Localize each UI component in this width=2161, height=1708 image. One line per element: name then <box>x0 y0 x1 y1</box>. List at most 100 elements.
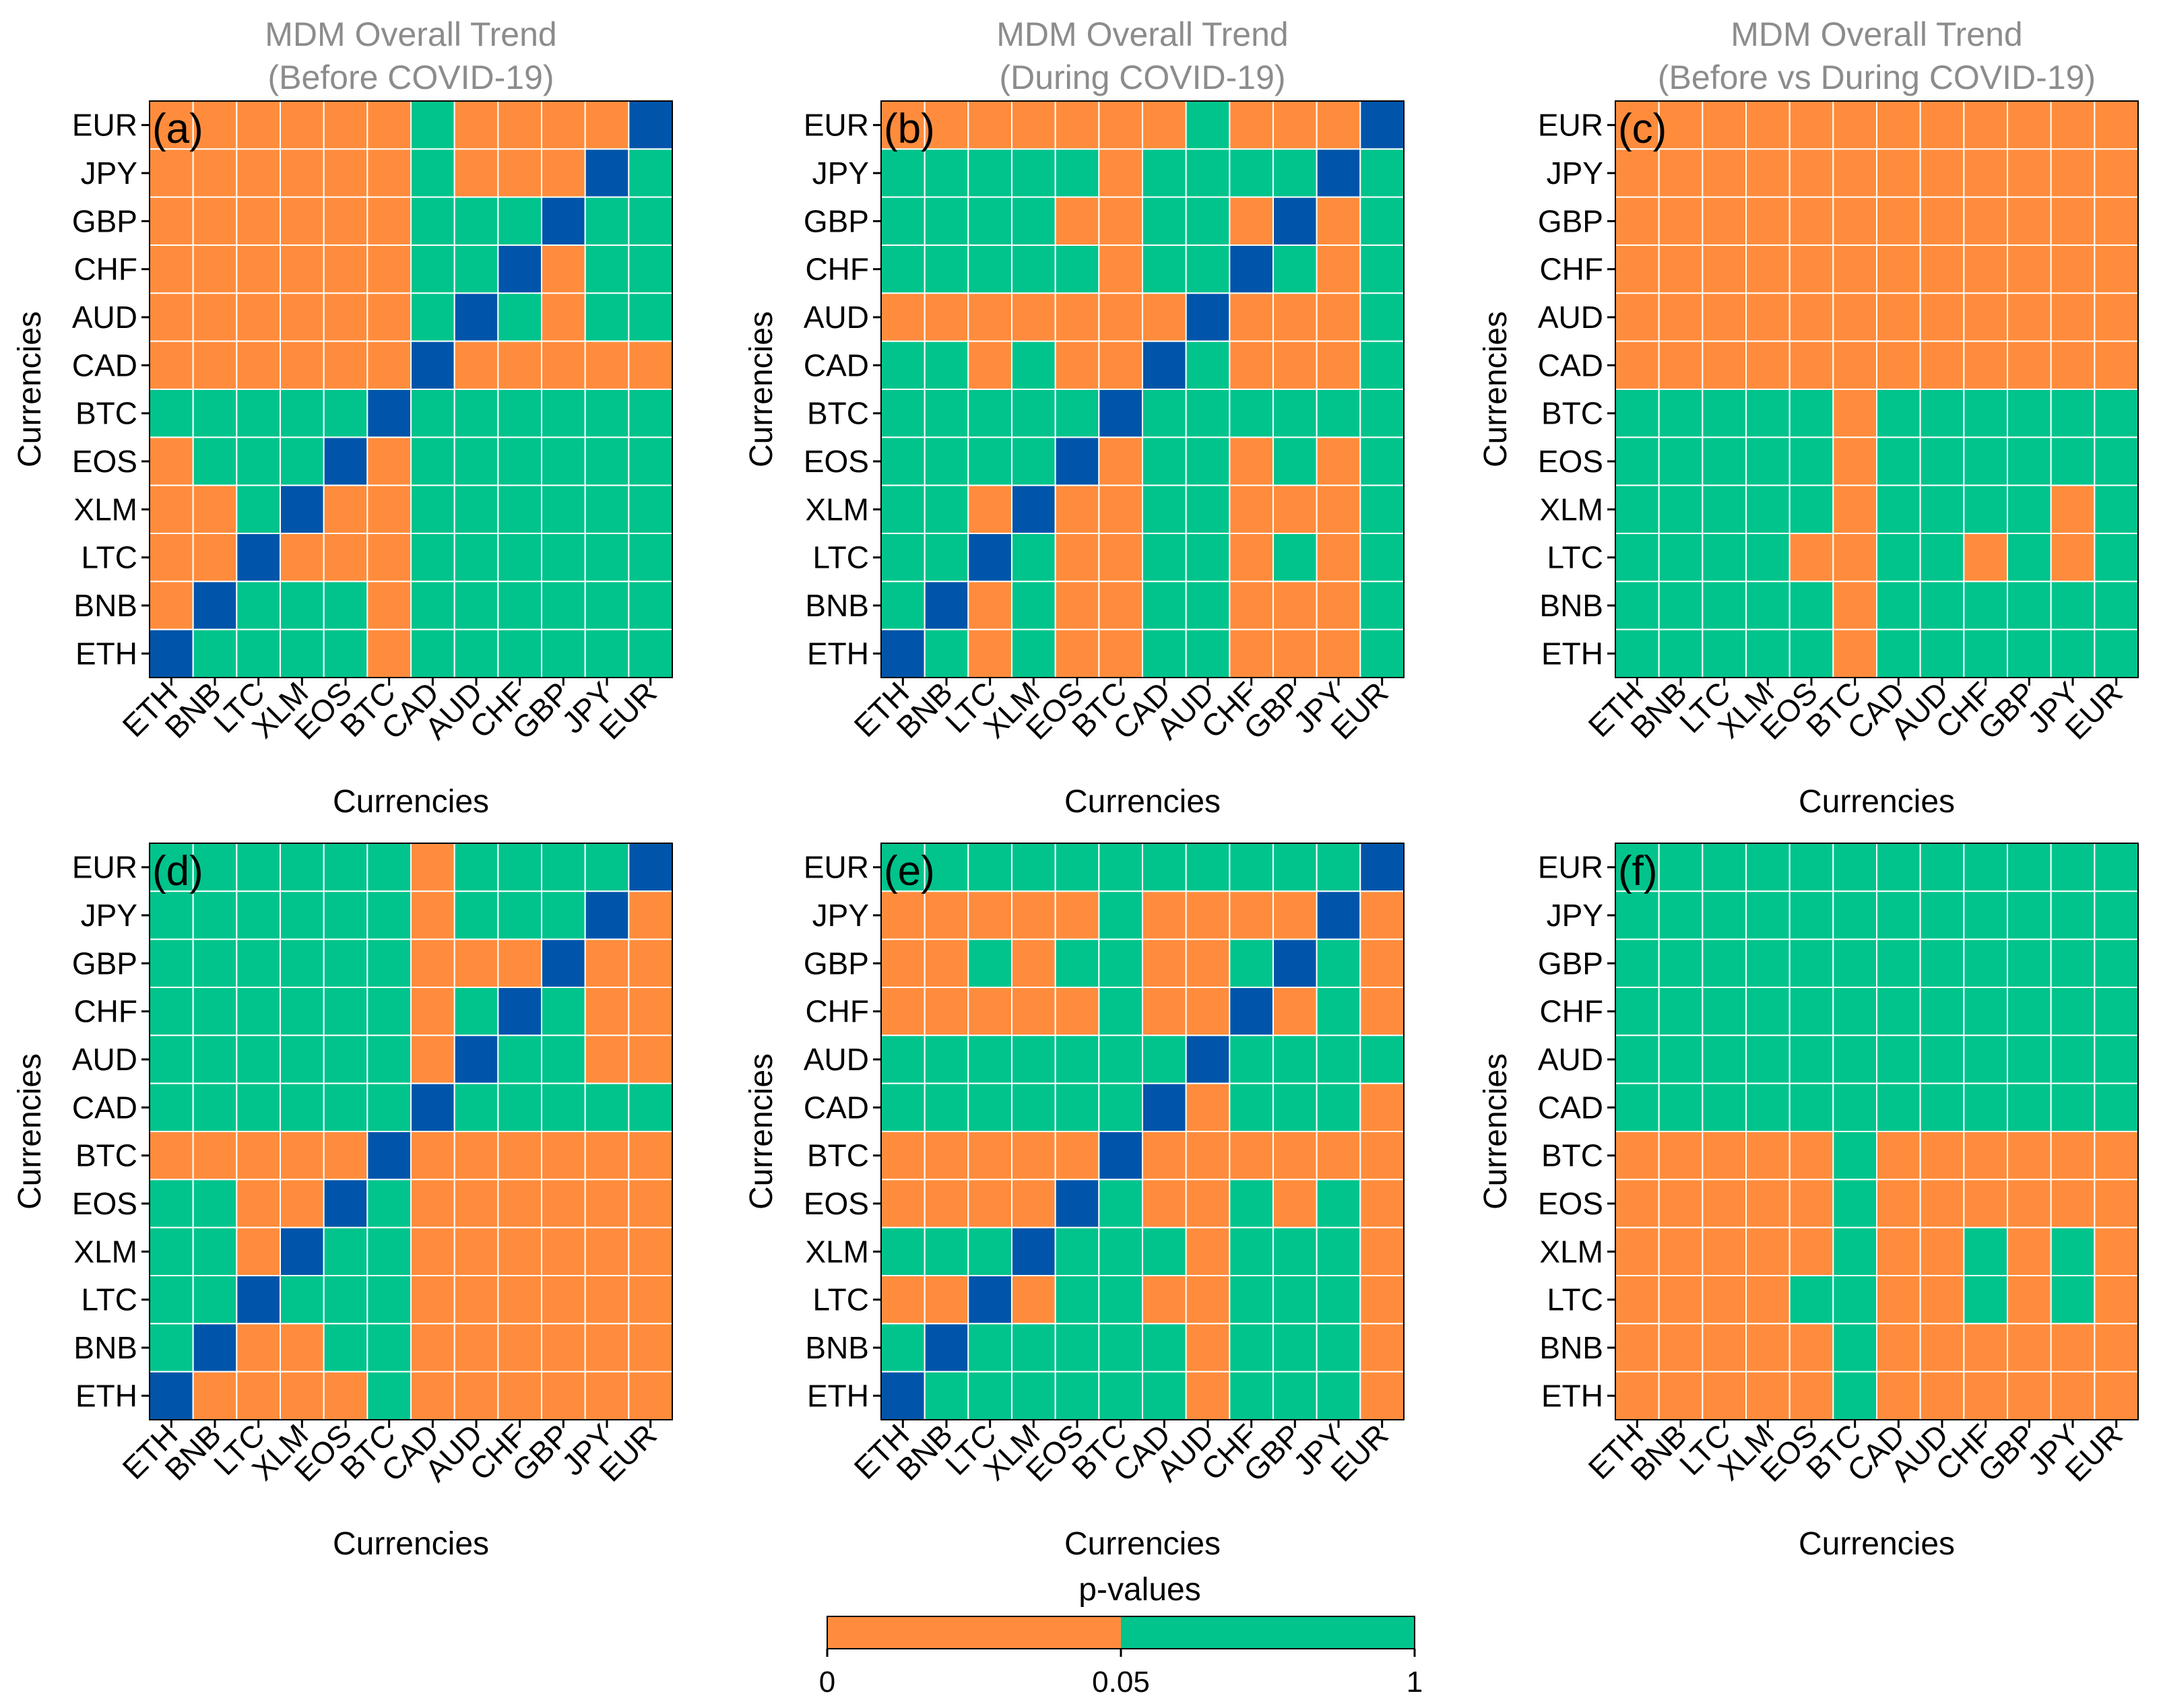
heatmap-cell <box>497 148 543 198</box>
heatmap-cell <box>1788 1275 1834 1325</box>
heatmap-cell <box>1963 1226 2009 1277</box>
heatmap-cell <box>924 1034 969 1084</box>
heatmap-cell <box>2050 1082 2096 1133</box>
heatmap-cell <box>1745 148 1791 198</box>
y-tick-label: BTC <box>1541 1138 1603 1173</box>
heatmap-cell <box>1185 100 1231 150</box>
y-tick-label: XLM <box>1539 1234 1603 1269</box>
heatmap-cell <box>1658 389 1704 438</box>
heatmap-cell <box>1832 628 1878 678</box>
heatmap-cell <box>453 148 499 198</box>
heatmap-cell <box>1098 1323 1143 1373</box>
heatmap-cell <box>1316 436 1361 486</box>
heatmap-cell <box>541 484 586 534</box>
heatmap-cell-diagonal <box>366 389 412 438</box>
y-tick-label: GBP <box>804 203 869 238</box>
heatmap-cell <box>1359 890 1405 940</box>
heatmap-cell <box>192 1179 238 1228</box>
heatmap-cell <box>1054 196 1100 247</box>
heatmap-cell <box>366 1034 412 1084</box>
heatmap-cell <box>280 1371 325 1421</box>
heatmap-cell <box>628 1275 674 1325</box>
heatmap-cell <box>2007 100 2052 150</box>
heatmap-cell-diagonal <box>453 292 499 342</box>
heatmap-cell <box>628 1179 674 1228</box>
heatmap-cell <box>1272 1034 1318 1084</box>
heatmap-cell <box>1185 389 1231 438</box>
panel-label: (c) <box>1618 106 1667 152</box>
heatmap-cell <box>1142 1034 1187 1084</box>
heatmap-cell <box>2094 1179 2139 1228</box>
y-tick-label: AUD <box>72 300 137 335</box>
heatmap-cell <box>1011 1323 1056 1373</box>
heatmap-cell <box>1658 628 1704 678</box>
heatmap-cell <box>1359 1034 1405 1084</box>
heatmap-cell <box>410 1179 455 1228</box>
y-axis-label: Currencies <box>744 311 779 467</box>
heatmap-cell <box>1229 148 1274 198</box>
heatmap-cell <box>2007 1226 2052 1277</box>
heatmap-cell <box>149 148 194 198</box>
heatmap-cell <box>967 1371 1012 1421</box>
heatmap-cell <box>1142 843 1187 892</box>
heatmap-cell <box>584 340 630 391</box>
heatmap-cell <box>410 938 455 989</box>
heatmap-cell <box>1788 1371 1834 1421</box>
heatmap-cell <box>1919 1226 1965 1277</box>
y-tick-label: GBP <box>72 946 137 981</box>
heatmap-cell <box>236 196 281 247</box>
heatmap-cell <box>1316 1034 1361 1084</box>
heatmap-cell <box>1054 1323 1100 1373</box>
heatmap-cell <box>1876 1082 1921 1133</box>
y-tick-label: BTC <box>1541 396 1603 431</box>
heatmap-cell <box>1832 389 1878 438</box>
heatmap-cell <box>2007 533 2052 583</box>
heatmap-cell <box>1359 484 1405 534</box>
heatmap-cell <box>323 938 368 989</box>
heatmap-cell <box>1832 987 1878 1037</box>
heatmap-cell <box>280 389 325 438</box>
heatmap-cell <box>1963 581 2009 630</box>
heatmap-cell <box>1832 938 1878 989</box>
heatmap-cell <box>880 244 926 294</box>
x-axis-label: Currencies <box>1064 1526 1221 1562</box>
heatmap-cell-diagonal <box>541 938 586 989</box>
heatmap-cell <box>2094 1034 2139 1084</box>
y-tick-label: GBP <box>1538 203 1603 238</box>
heatmap-cell <box>236 581 281 630</box>
heatmap-cell <box>236 292 281 342</box>
heatmap-cell <box>410 581 455 630</box>
y-tick-label: GBP <box>72 203 137 238</box>
heatmap-cell <box>1788 938 1834 989</box>
y-tick-label: LTC <box>813 540 870 575</box>
heatmap-cell-diagonal <box>149 1371 194 1421</box>
heatmap-cell <box>323 1131 368 1181</box>
heatmap-cell <box>236 938 281 989</box>
heatmap-cell <box>366 436 412 486</box>
heatmap-cell <box>1658 1226 1704 1277</box>
heatmap-cell <box>192 1226 238 1277</box>
heatmap-cell <box>1098 987 1143 1037</box>
heatmap-cell <box>1919 1371 1965 1421</box>
heatmap-cell <box>1788 148 1834 198</box>
y-tick-label: EOS <box>72 1186 137 1221</box>
heatmap-cell <box>1316 1179 1361 1228</box>
heatmap-cell <box>280 628 325 678</box>
heatmap-cell <box>453 938 499 989</box>
y-tick-label: CAD <box>72 348 137 383</box>
heatmap-cell <box>880 938 926 989</box>
heatmap-cell <box>1702 484 1747 534</box>
heatmap-cell <box>924 1082 969 1133</box>
heatmap-cell <box>1185 628 1231 678</box>
heatmap-cell <box>1185 1371 1231 1421</box>
heatmap-cell <box>1876 292 1921 342</box>
heatmap-cell <box>410 890 455 940</box>
heatmap-cell <box>924 1226 969 1277</box>
heatmap-cell <box>924 938 969 989</box>
heatmap-panel: (d)EURJPYGBPCHFAUDCADBTCEOSXLMLTCBNBETHE… <box>12 843 674 1562</box>
heatmap-cell <box>497 484 543 534</box>
y-tick-label: BNB <box>73 588 137 623</box>
heatmap-cell <box>280 1323 325 1373</box>
heatmap-cell <box>1832 1034 1878 1084</box>
heatmap-cell <box>1963 148 2009 198</box>
